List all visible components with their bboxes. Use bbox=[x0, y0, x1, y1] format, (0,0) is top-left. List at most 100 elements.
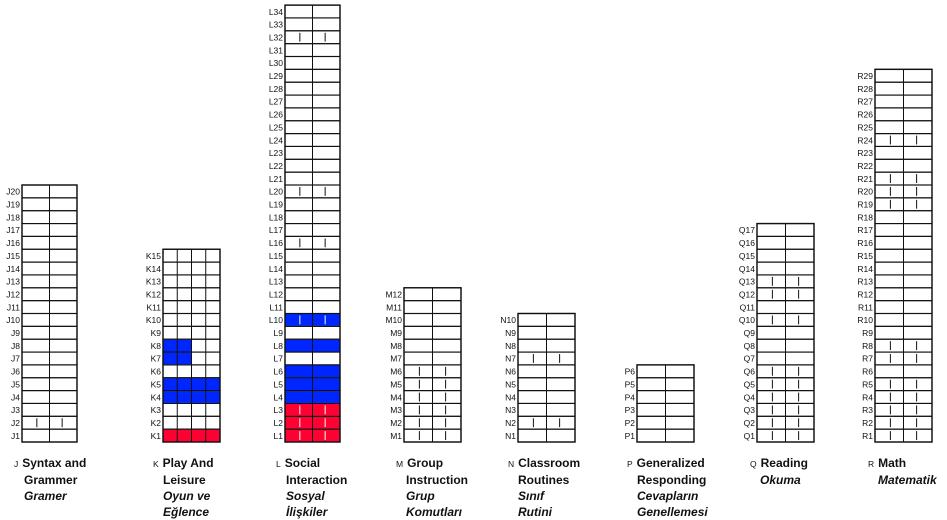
level-label-Q5: Q5 bbox=[744, 379, 756, 389]
level-label-P3: P3 bbox=[625, 405, 636, 415]
level-label-L10: L10 bbox=[269, 315, 283, 325]
domain-subtitle-line: Sosyal bbox=[286, 489, 325, 503]
level-label-K10: K10 bbox=[146, 315, 161, 325]
level-label-M2: M2 bbox=[390, 418, 402, 428]
assessment-grid-chart: J1 J2 J3 J4 J5 J6 J7 J8 J9 J10 J11 J12 J13 J14 J15 J16 J… bbox=[6, 4, 933, 443]
level-label-Q17: Q17 bbox=[739, 225, 755, 235]
domain-subtitle-line: Grup bbox=[406, 489, 435, 503]
domain-subtitle-line: Rutini bbox=[518, 505, 552, 519]
domain-title-line: Instruction bbox=[406, 473, 468, 487]
level-label-R8: R8 bbox=[862, 341, 873, 351]
level-label-P2: P2 bbox=[625, 418, 636, 428]
frame-R bbox=[874, 68, 933, 443]
domain-title-line: Syntax and bbox=[22, 456, 87, 470]
level-label-N5: N5 bbox=[505, 379, 516, 389]
level-label-L32: L32 bbox=[269, 32, 283, 42]
level-label-Q4: Q4 bbox=[744, 392, 756, 402]
level-label-K1: K1 bbox=[151, 431, 162, 441]
level-label-Q1: Q1 bbox=[744, 431, 756, 441]
level-label-R20: R20 bbox=[857, 187, 873, 197]
level-label-K12: K12 bbox=[146, 289, 161, 299]
level-label-R4: R4 bbox=[862, 392, 873, 402]
level-label-L25: L25 bbox=[269, 122, 283, 132]
domain-title-line: Leisure bbox=[163, 473, 206, 487]
level-label-L19: L19 bbox=[269, 200, 283, 210]
level-label-R28: R28 bbox=[857, 84, 873, 94]
level-label-M1: M1 bbox=[390, 431, 402, 441]
level-label-M8: M8 bbox=[390, 341, 402, 351]
level-label-M4: M4 bbox=[390, 392, 402, 402]
level-label-L8: L8 bbox=[274, 341, 284, 351]
level-label-Q15: Q15 bbox=[739, 251, 755, 261]
level-label-L29: L29 bbox=[269, 71, 283, 81]
level-label-R10: R10 bbox=[857, 315, 873, 325]
level-label-L12: L12 bbox=[269, 289, 283, 299]
level-label-J13: J13 bbox=[6, 277, 20, 287]
level-label-K5: K5 bbox=[151, 379, 162, 389]
domain-label-R: R Math Matematik bbox=[868, 455, 947, 488]
level-label-N2: N2 bbox=[505, 418, 516, 428]
level-label-R29: R29 bbox=[857, 71, 873, 81]
level-label-N8: N8 bbox=[505, 341, 516, 351]
level-label-L7: L7 bbox=[274, 354, 284, 364]
level-label-Q10: Q10 bbox=[739, 315, 755, 325]
domain-subtitle-line: Cevapların bbox=[637, 489, 699, 503]
level-label-L15: L15 bbox=[269, 251, 283, 261]
level-label-J6: J6 bbox=[11, 367, 20, 377]
level-label-Q2: Q2 bbox=[744, 418, 756, 428]
level-label-K14: K14 bbox=[146, 264, 161, 274]
domain-code: L bbox=[276, 459, 281, 469]
domain-title-line: Social bbox=[284, 456, 321, 470]
level-label-Q16: Q16 bbox=[739, 238, 755, 248]
level-label-J16: J16 bbox=[6, 238, 20, 248]
domain-label-K: K Play And Leisure Oyun ve Eğlence bbox=[153, 455, 253, 520]
level-label-N4: N4 bbox=[505, 392, 516, 402]
level-label-J11: J11 bbox=[7, 302, 20, 312]
level-label-K6: K6 bbox=[151, 367, 162, 377]
level-label-R3: R3 bbox=[862, 405, 873, 415]
level-label-L2: L2 bbox=[274, 418, 284, 428]
level-label-R1: R1 bbox=[862, 431, 873, 441]
level-label-M10: M10 bbox=[385, 315, 402, 325]
level-label-J12: J12 bbox=[6, 289, 20, 299]
level-label-L16: L16 bbox=[269, 238, 283, 248]
grid-M: M1 M2 M3 M4 M5 M6 M7 M8 M9 M10 M11 M12 bbox=[385, 287, 462, 443]
level-label-J10: J10 bbox=[6, 315, 20, 325]
domain-code: J bbox=[14, 459, 19, 469]
level-label-J5: J5 bbox=[11, 379, 20, 389]
frame-K bbox=[162, 248, 221, 443]
domain-subtitle-line: Oyun ve bbox=[163, 489, 211, 503]
level-label-L30: L30 bbox=[269, 58, 283, 68]
grid-R: R1 R2 R3 R4 R5 R6 R7 R8 R9 R10 R11 R12 R13 R14 R15 R16 R… bbox=[857, 68, 933, 443]
domain-label-J: J Syntax and Grammer Gramer bbox=[14, 455, 114, 504]
grid-L: L1 L2 L3 L4 L5 L6 L7 L8 L9 L10 L11 L12 L13 L14 L15 L16 L… bbox=[269, 4, 341, 443]
level-label-L23: L23 bbox=[269, 148, 283, 158]
level-label-L6: L6 bbox=[274, 367, 284, 377]
level-label-R11: R11 bbox=[858, 302, 873, 312]
level-label-P1: P1 bbox=[625, 431, 636, 441]
level-label-R19: R19 bbox=[857, 200, 873, 210]
domain-label-P: P Generalized Responding Cevapların Genellem… bbox=[627, 455, 727, 520]
level-label-L4: L4 bbox=[274, 392, 284, 402]
level-label-M7: M7 bbox=[390, 354, 402, 364]
level-label-R23: R23 bbox=[857, 148, 873, 158]
domain-subtitle-line: Eğlence bbox=[163, 505, 210, 519]
level-label-R13: R13 bbox=[857, 277, 873, 287]
level-label-M3: M3 bbox=[390, 405, 402, 415]
domain-label-L: L Social Interaction Sosyal İlişkiler bbox=[276, 455, 376, 520]
domain-title-line: Play And bbox=[162, 456, 214, 470]
level-label-K8: K8 bbox=[151, 341, 162, 351]
domain-subtitle-line: Matematik bbox=[878, 473, 937, 487]
level-label-Q11: Q11 bbox=[740, 302, 756, 312]
domain-title-line: Classroom bbox=[518, 456, 581, 470]
level-label-R14: R14 bbox=[857, 264, 873, 274]
level-label-L18: L18 bbox=[269, 212, 283, 222]
level-label-R26: R26 bbox=[857, 110, 873, 120]
level-label-N6: N6 bbox=[505, 367, 516, 377]
level-label-N1: N1 bbox=[505, 431, 516, 441]
level-label-L28: L28 bbox=[269, 84, 283, 94]
domain-label-M: M Group Instruction Grup Komutları bbox=[396, 455, 496, 520]
level-label-Q14: Q14 bbox=[739, 264, 755, 274]
level-label-N10: N10 bbox=[500, 315, 516, 325]
level-label-L11: L11 bbox=[269, 302, 283, 312]
